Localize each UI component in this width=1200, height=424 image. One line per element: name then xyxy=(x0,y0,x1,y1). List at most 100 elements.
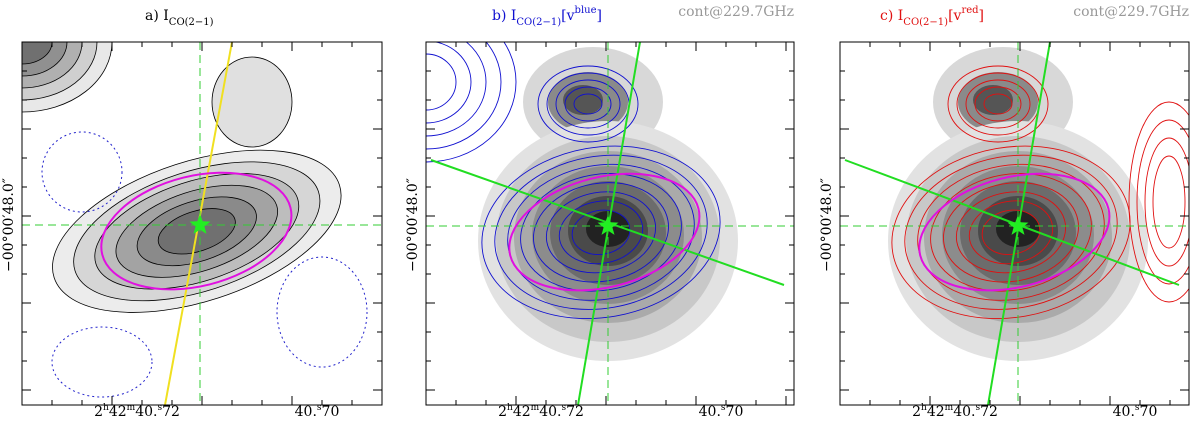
neg-contour xyxy=(276,256,368,368)
x-tick-label: 40.s70 xyxy=(699,403,744,420)
x-tick-part: s xyxy=(721,403,726,413)
title-post: ] xyxy=(597,8,602,24)
title-label: c) I xyxy=(880,8,903,24)
title-label: b) I xyxy=(492,8,516,24)
x-tick-part: 40. xyxy=(953,404,975,420)
x-tick-label: 40.s70 xyxy=(295,403,340,420)
contour-line xyxy=(481,145,721,320)
x-tick-part: 72 xyxy=(162,404,180,420)
contour-line xyxy=(904,154,1118,310)
title-sup: blue xyxy=(575,5,597,16)
x-tick-part: h xyxy=(921,403,927,413)
title-sup: red xyxy=(961,5,979,16)
x-tick-part: 40. xyxy=(699,404,721,420)
contour-line xyxy=(555,79,621,129)
beam-ellipse xyxy=(508,172,701,292)
y-axis-label: −00°00′48.0″ xyxy=(405,178,421,272)
cont-note: cont@229.7GHz xyxy=(1073,4,1189,20)
contour-line xyxy=(426,42,472,124)
x-tick-part: 72 xyxy=(566,404,584,420)
x-tick-part: 70 xyxy=(1140,404,1158,420)
cont-fill xyxy=(973,85,1013,115)
x-tick-part: 40. xyxy=(295,404,317,420)
x-tick-part: 72 xyxy=(980,404,998,420)
contour-line xyxy=(968,200,1054,265)
contour-line xyxy=(426,42,502,150)
panel-0 xyxy=(22,42,382,405)
x-tick-part: 2 xyxy=(912,404,921,420)
x-tick-part: m xyxy=(127,403,136,413)
x-tick-part: 2 xyxy=(498,404,507,420)
contour-line xyxy=(426,42,487,137)
contour-line xyxy=(1152,155,1186,249)
title-sub: CO(2−1) xyxy=(169,17,214,28)
contour-line xyxy=(955,191,1067,274)
x-tick-part: s xyxy=(561,403,566,413)
neg-contour xyxy=(51,326,153,398)
x-tick-label: 2h42m40.s72 xyxy=(912,403,998,420)
contour-line xyxy=(983,93,1013,115)
contour-line xyxy=(426,53,457,111)
contour-line xyxy=(947,65,1049,143)
contour-line xyxy=(520,173,682,292)
contour-line xyxy=(930,173,1092,292)
panel-2 xyxy=(840,42,1189,405)
contour-line xyxy=(965,79,1031,129)
panel-title: c) ICO(2−1)[vred] xyxy=(880,5,984,28)
x-tick-part: 42 xyxy=(513,404,531,420)
title-pre: [v xyxy=(561,8,574,24)
contour-line xyxy=(573,93,603,115)
x-tick-part: 42 xyxy=(927,404,945,420)
corner-contour xyxy=(22,42,53,65)
neg-contour xyxy=(41,131,123,213)
contour-fill xyxy=(211,56,293,148)
title-sub: CO(2−1) xyxy=(516,17,561,28)
x-tick-part: h xyxy=(103,403,109,413)
x-tick-label: 2h42m40.s72 xyxy=(94,403,180,420)
star-marker xyxy=(1007,215,1029,235)
x-tick-label: 2h42m40.s72 xyxy=(498,403,584,420)
x-tick-part: s xyxy=(317,403,322,413)
title-post: ] xyxy=(979,8,984,24)
panel-1 xyxy=(426,42,794,405)
x-tick-part: 42 xyxy=(109,404,127,420)
x-tick-part: 2 xyxy=(94,404,103,420)
contour-line xyxy=(494,154,708,310)
x-tick-part: h xyxy=(507,403,513,413)
contour-line xyxy=(558,200,644,265)
contour-line xyxy=(426,42,517,163)
y-axis-label: −00°00′48.0″ xyxy=(819,178,835,272)
contour-line xyxy=(943,182,1079,283)
cont-note: cont@229.7GHz xyxy=(678,4,794,20)
x-tick-label: 40.s70 xyxy=(1113,403,1158,420)
contour-line xyxy=(974,86,1022,122)
x-tick-part: s xyxy=(157,403,162,413)
x-tick-part: 40. xyxy=(539,404,561,420)
x-tick-part: s xyxy=(1135,403,1140,413)
panel-title: a) ICO(2−1) xyxy=(145,8,214,28)
contour-line xyxy=(571,209,631,256)
beam-ellipse xyxy=(918,172,1111,292)
title-pre: [v xyxy=(948,8,961,24)
contour-line xyxy=(981,209,1041,256)
x-tick-part: m xyxy=(945,403,954,413)
contour-line xyxy=(545,191,657,274)
contour-line xyxy=(533,182,669,283)
panel-title: b) ICO(2−1)[vblue] xyxy=(492,5,602,28)
x-tick-part: s xyxy=(975,403,980,413)
x-tick-part: 70 xyxy=(726,404,744,420)
title-sub: CO(2−1) xyxy=(903,17,948,28)
x-tick-part: m xyxy=(531,403,540,413)
frame xyxy=(839,41,1190,406)
x-tick-part: 70 xyxy=(322,404,340,420)
y-axis-label: −00°00′48.0″ xyxy=(1,178,17,272)
cont-fill xyxy=(563,85,603,115)
contour-line xyxy=(1144,137,1189,267)
x-tick-part: 40. xyxy=(1113,404,1135,420)
contour-line xyxy=(1128,101,1189,303)
star-marker xyxy=(597,215,619,235)
title-label: a) I xyxy=(145,8,169,24)
beam-ellipse xyxy=(100,171,293,291)
frame xyxy=(425,41,795,406)
